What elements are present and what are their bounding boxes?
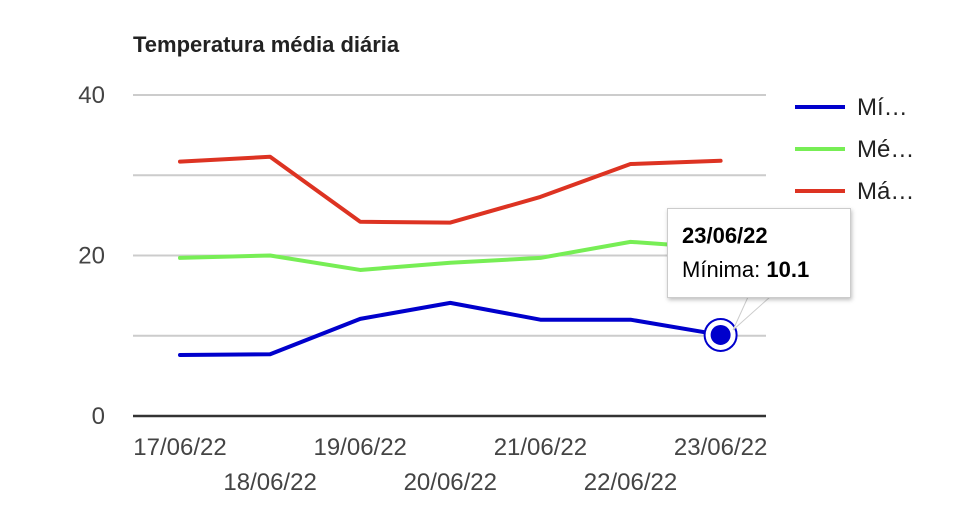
series-line-máxima xyxy=(178,154,723,225)
legend-label: Mí… xyxy=(857,94,908,121)
tooltip-label: Mínima: xyxy=(682,257,761,282)
y-tick-label: 20 xyxy=(78,243,105,270)
tooltip-value: 10.1 xyxy=(766,257,810,282)
series-line-média xyxy=(178,239,723,272)
highlight-dot[interactable] xyxy=(710,324,731,345)
legend: Mí… Mé… Má… xyxy=(795,94,914,205)
y-tick-label: 0 xyxy=(92,403,105,430)
x-tick-label: 20/06/22 xyxy=(404,469,497,496)
x-tick-label: 19/06/22 xyxy=(313,434,406,461)
x-tick-label: 18/06/22 xyxy=(223,469,316,496)
tooltip: 23/06/22 Mínima: 10.1 xyxy=(667,208,851,298)
y-axis: 0 20 40 xyxy=(78,82,105,430)
x-axis: 17/06/22 18/06/22 19/06/22 20/06/22 21/06/22… xyxy=(133,414,767,496)
chart-title: Temperatura média diária xyxy=(133,32,400,57)
series-line-mínima xyxy=(178,300,723,358)
series-lines xyxy=(178,154,723,358)
x-tick-label: 21/06/22 xyxy=(494,434,587,461)
highlighted-point[interactable] xyxy=(703,317,738,352)
tooltip-date: 23/06/22 xyxy=(682,223,768,248)
tooltip-pointer xyxy=(732,296,772,331)
x-tick-label: 22/06/22 xyxy=(584,469,677,496)
tooltip-value-row: Mínima: 10.1 xyxy=(682,257,850,283)
x-tick-label: 23/06/22 xyxy=(674,434,767,461)
legend-label: Mé… xyxy=(857,136,914,163)
y-tick-label: 40 xyxy=(78,82,105,109)
x-tick-label: 17/06/22 xyxy=(133,434,226,461)
tooltip-tail xyxy=(732,296,772,331)
legend-label: Má… xyxy=(857,178,914,205)
